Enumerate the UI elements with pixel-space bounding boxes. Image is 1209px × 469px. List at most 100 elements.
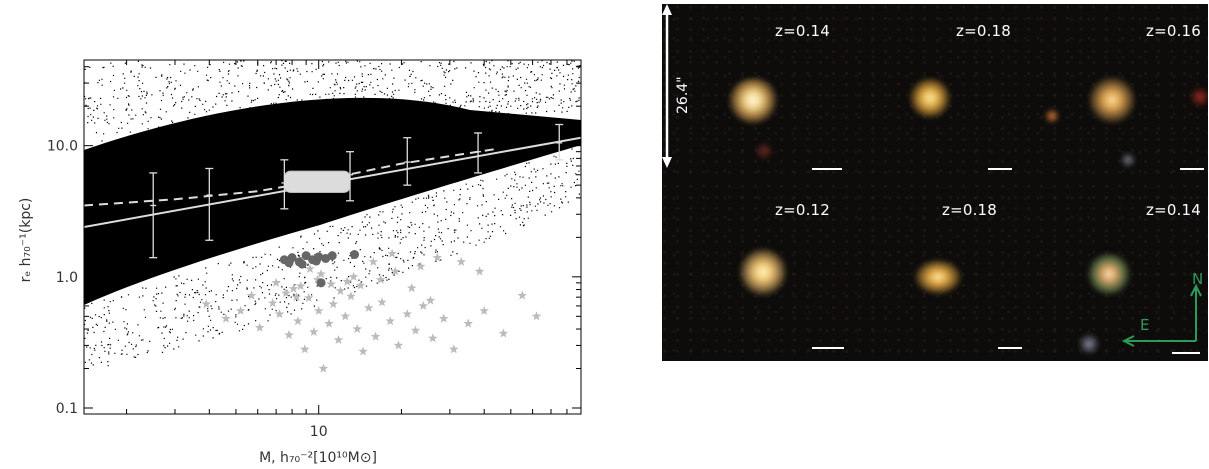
compact-galaxy-star [309,327,319,336]
error-bar [346,151,355,202]
error-bar [280,159,289,210]
compact-galaxy-star [418,300,428,310]
compass-north-label: N [1192,270,1204,288]
compact-galaxy-star [326,279,336,289]
compact-galaxy-star [328,299,339,309]
compact-galaxy-star [432,252,442,262]
redshift-label: z=0.18 [956,22,1012,40]
compact-galaxy-star [288,283,299,293]
error-bar [474,132,483,174]
compact-galaxy-star [314,305,324,315]
galaxy-image [728,78,780,124]
compact-galaxy-star [368,256,379,266]
galaxy-panel: z=0.14 [662,4,844,182]
error-bar [403,137,412,186]
galaxy-panel: z=0.16 [1026,4,1208,182]
compact-galaxy-star [333,335,344,344]
galaxy-panel: z=0.18 [844,183,1026,361]
galaxy-image [1088,76,1136,124]
error-bar [149,172,158,259]
compact-galaxy-star [425,295,436,305]
y-tick-label: 10.0 [47,139,78,155]
galaxy-image [908,78,952,118]
compact-galaxy-star [281,288,291,298]
galaxy-image-mosaic: z=0.14 z=0.18 z=0.16 z=0.12 z=0.18 z=0.1… [662,4,1208,361]
compact-galaxy-star [517,290,527,300]
selected-galaxy-point [284,258,294,268]
compact-galaxy-star [393,340,404,350]
error-bar [205,167,214,241]
compact-galaxy-star [235,305,246,315]
compact-galaxy-star [439,313,449,323]
compact-galaxy-star [402,309,412,319]
selected-galaxy-point [327,251,337,261]
angular-size-arrow [662,4,672,168]
compact-galaxy-star [342,276,352,286]
compact-galaxy-star [370,331,381,341]
compact-galaxy-star [358,346,368,356]
compass-icon [1121,283,1202,354]
compact-galaxy-star [377,297,387,307]
compact-galaxy-star [375,274,386,284]
compact-galaxy-star [479,305,489,315]
compact-galaxy-star [340,311,351,321]
compact-galaxy-star [274,309,285,319]
compact-galaxy-star [300,344,310,354]
selected-galaxy-point [316,278,326,288]
galaxy-panel: z=0.18 [844,4,1026,182]
compact-galaxy-star [531,311,542,321]
compact-galaxy-star [385,316,395,326]
compact-galaxy-star [407,283,417,293]
compact-galaxy-star [346,291,356,301]
size-mass-plot: 0.1 1.0 10.0 10 M, h₇₀⁻²[10¹⁰M⊙] rₑ h₇₀⁻¹(k… [18,59,582,466]
compact-galaxy-star [456,256,466,266]
compact-galaxy-star [316,269,326,279]
compact-galaxy-star [415,261,426,271]
compact-galaxy-star [221,313,231,323]
compact-galaxy-star [312,274,323,284]
compact-galaxy-star [428,333,438,343]
dense-galaxy-cloud [84,60,581,367]
neighbor-source [754,142,774,160]
x-tick-label: 10 [310,424,328,440]
compact-galaxy-star [305,263,315,273]
compact-galaxy-star [201,299,212,309]
compact-galaxy-star [324,318,334,328]
galaxy-image [738,247,788,297]
compact-galaxy-star [498,328,509,338]
y-tick-label: 0.1 [56,401,78,417]
galaxy-image [914,259,962,295]
galaxy-image [1086,253,1132,295]
compact-galaxy-star [291,292,302,302]
compact-galaxy-star [293,316,303,326]
y-axis-label: rₑ h₇₀⁻¹(kpc) [18,198,34,283]
scale-bar [1180,168,1204,170]
redshift-label: z=0.12 [775,201,831,219]
compact-galaxy-star [355,280,366,290]
dashed-relation-line [84,147,499,207]
compact-galaxy-star [271,277,281,287]
compact-galaxy-star [295,281,306,291]
compact-galaxy-star [335,286,346,295]
compact-galaxy-star [463,318,473,328]
neighbor-source [1190,86,1208,108]
compact-galaxy-star [474,266,485,276]
compact-galaxy-star [254,322,265,332]
compact-galaxy-star [387,248,397,258]
compact-galaxy-star [348,271,359,281]
scale-bar [812,347,844,349]
scale-bar [812,168,842,170]
compact-galaxy-star [304,293,314,302]
selection-box [283,170,351,193]
compact-galaxy-star [267,298,278,308]
galaxy-panel: z=0.14 [1026,183,1208,361]
neighbor-source [1044,108,1060,124]
x-axis-label: M, h₇₀⁻²[10¹⁰M⊙] [259,450,377,466]
galaxy-panel: z=0.12 [662,183,844,361]
compass-east-label: E [1140,316,1150,334]
compact-galaxy-star [318,363,329,373]
compact-galaxy-star [363,302,374,312]
selected-galaxy-point [297,259,307,269]
compact-galaxy-star [390,266,401,276]
redshift-label: z=0.14 [1146,201,1202,219]
